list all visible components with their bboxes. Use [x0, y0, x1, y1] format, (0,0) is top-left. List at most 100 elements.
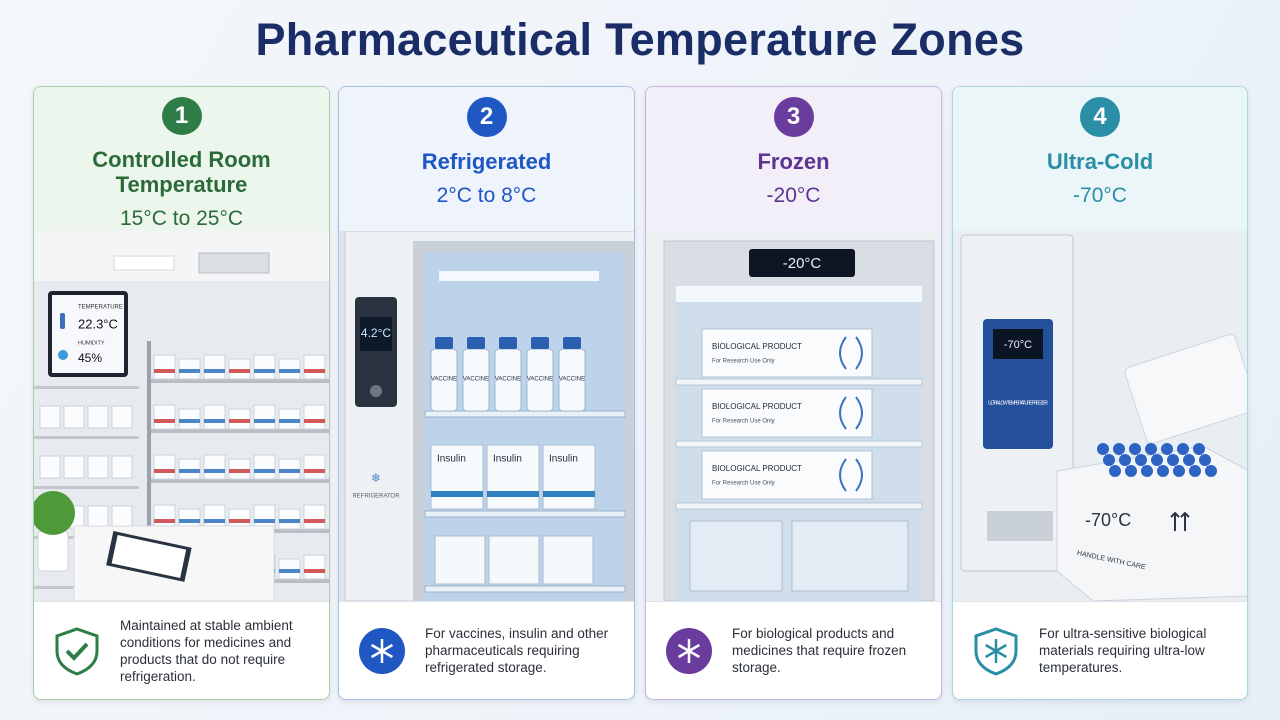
- scene-label: VACCINE: [559, 377, 585, 383]
- box-stripe: [229, 419, 250, 423]
- product-box: [701, 328, 873, 378]
- zone-description: Maintained at stable ambient conditions …: [120, 617, 293, 684]
- box-stripe: [204, 519, 225, 523]
- scene-label: 45%: [78, 351, 102, 365]
- box-stripe: [279, 569, 300, 573]
- interior-light: [439, 271, 599, 281]
- drop-icon: [58, 350, 68, 360]
- snowflake: [984, 643, 1008, 658]
- thermo-icon: [60, 313, 65, 329]
- zone-header: 3 Frozen -20°C: [646, 87, 941, 231]
- display: [749, 249, 855, 277]
- zone-header: 4 Ultra-Cold -70°C: [953, 87, 1247, 231]
- scene-label: For Research Use Only: [712, 419, 775, 425]
- box-stripe: [304, 469, 325, 473]
- scene-label: VACCINE: [431, 377, 457, 383]
- medicine-box: [303, 454, 326, 480]
- box-stripe: [204, 469, 225, 473]
- icon: [666, 627, 712, 674]
- plant-pot: [37, 530, 69, 572]
- shelf: [149, 379, 329, 383]
- zone-range: 2°C to 8°C: [436, 184, 537, 207]
- zone-range: -70°C: [1073, 184, 1127, 207]
- box-stripe: [154, 419, 175, 423]
- scene-label: ULTRA-LOW TEMPERATURE FREEZER: [988, 400, 1048, 406]
- medicine-box: [253, 404, 276, 430]
- medicine-box: [303, 504, 326, 530]
- vial-cap: [435, 337, 453, 349]
- vial-cap: [1125, 465, 1137, 477]
- medicine-box: [542, 535, 594, 585]
- box-stripe: [204, 419, 225, 423]
- box-stripe: [179, 469, 200, 473]
- box-stripe: [279, 369, 300, 373]
- frost: [676, 286, 922, 302]
- icon: [974, 626, 1018, 676]
- box-stripe: [543, 491, 595, 497]
- zone-description: For ultra-sensitive biological materials…: [1039, 626, 1207, 675]
- scene-label: HUMIDITY: [78, 340, 105, 346]
- scene-label: VACCINE: [527, 377, 553, 383]
- medicine-box: [203, 454, 226, 480]
- medicine-box: [153, 454, 176, 480]
- medicine-box: [488, 535, 540, 585]
- medicine-box: [153, 504, 176, 530]
- medicine-box: [203, 504, 226, 530]
- scene-label: 4.2°C: [361, 326, 391, 340]
- box-stripe: [229, 469, 250, 473]
- vial-cap: [1097, 443, 1109, 455]
- zone-card: 1 Controlled Room Temperature 15°C to 25°C…: [33, 86, 330, 700]
- zone-footer: For ultra-sensitive biological materials…: [953, 601, 1247, 699]
- box-stripe: [431, 491, 483, 497]
- arrows: [1170, 511, 1190, 531]
- shelf: [424, 410, 626, 418]
- box-stripe: [304, 519, 325, 523]
- box-stripe: [304, 369, 325, 373]
- vial-cap: [531, 337, 549, 349]
- zone-card: 3 Frozen -20°C -20°C BIOLOGICAL PRODUCT For R…: [645, 86, 942, 700]
- zone-description: For vaccines, insulin and other pharmace…: [425, 626, 609, 675]
- button: [370, 385, 382, 397]
- vial-cap: [1141, 465, 1153, 477]
- vial-cap: [1161, 443, 1173, 455]
- scene-label: -20°C: [783, 255, 822, 272]
- vial-cap: [1151, 454, 1163, 466]
- zone-name: Ultra-Cold: [1046, 149, 1154, 174]
- zone-number: 2: [466, 97, 507, 137]
- box-stripe: [179, 419, 200, 423]
- shield: [974, 626, 1018, 676]
- scene-label: 22.3°C: [78, 316, 118, 331]
- vial-cap: [499, 337, 517, 349]
- vial-cap: [563, 337, 581, 349]
- box-stripe: [229, 369, 250, 373]
- zone-footer: For biological products and medicines th…: [646, 601, 941, 699]
- box-stripe: [179, 519, 200, 523]
- dna-icon: [839, 458, 863, 492]
- shelf: [34, 436, 139, 439]
- ceiling-vent: [198, 252, 270, 274]
- box-stripe: [254, 369, 275, 373]
- scene-label: -70°C: [1004, 339, 1032, 351]
- monitor-screen: [52, 295, 124, 373]
- shield: [55, 626, 99, 676]
- vial-cap: [1157, 465, 1169, 477]
- medicine-box: [87, 405, 109, 429]
- medicine-box: [63, 405, 85, 429]
- shelf: [149, 479, 329, 483]
- zone-illustration: -20°C BIOLOGICAL PRODUCT For Research Use …: [646, 231, 941, 601]
- dna-icon: [839, 336, 863, 370]
- box-stripe: [154, 519, 175, 523]
- scene-label: Insulin: [549, 454, 578, 465]
- box-stripe: [204, 369, 225, 373]
- zone-range: 15°C to 25°C: [119, 207, 244, 230]
- snowflake: ❄: [371, 471, 381, 485]
- box-stripe: [179, 369, 200, 373]
- paper: [111, 535, 187, 578]
- shelf: [34, 386, 139, 389]
- medicine-box: [253, 504, 276, 530]
- zone-card: 4 Ultra-Cold -70°C -70°C ULTRA-LOW TEMPERATU…: [952, 86, 1248, 700]
- shelf: [675, 378, 923, 386]
- zone-name: Frozen: [757, 149, 830, 174]
- insulin-box: [430, 444, 484, 510]
